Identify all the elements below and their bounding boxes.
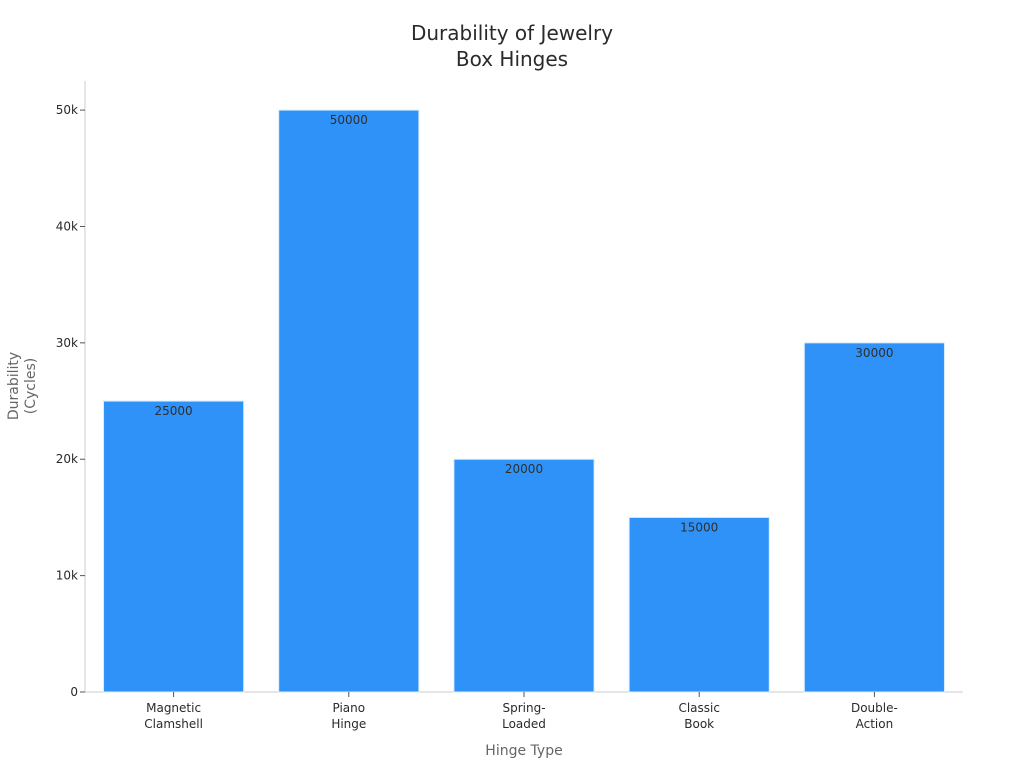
data-labels: 25000 50000 20000 15000 30000 <box>155 113 894 534</box>
x-tick-label: Spring-Loaded <box>502 701 546 731</box>
y-tick-label: 30k <box>56 336 78 350</box>
y-tick-label: 20k <box>56 452 78 466</box>
y-tick-label: 50k <box>56 103 78 117</box>
y-tick-label: 0 <box>70 685 78 699</box>
bar <box>103 400 245 693</box>
bar <box>628 516 770 693</box>
x-axis-title: Hinge Type <box>485 743 562 759</box>
bar-value-label: 20000 <box>505 462 543 476</box>
x-tick-label: Classic Book <box>678 701 720 731</box>
chart-title: Durability of Jewelry Box Hinges <box>411 21 613 71</box>
y-axis-title-group: Durability(Cycles) <box>6 352 39 420</box>
y-tick-label: 40k <box>56 219 78 233</box>
x-tick-label: Magnetic Clamshell <box>144 701 203 731</box>
bar-value-label: 30000 <box>855 346 893 360</box>
bar <box>803 342 945 693</box>
bar <box>278 109 420 693</box>
y-axis-title: Durability(Cycles) <box>6 352 39 420</box>
tick-labels: 0 10k 20k 30k 40k 50k Magnetic Clamshell Piano Hi… <box>56 103 898 731</box>
x-tick-label: Piano Hinge <box>331 701 366 731</box>
bar-value-label: 50000 <box>330 113 368 127</box>
bars <box>103 109 945 693</box>
bar <box>453 458 595 693</box>
x-tick-label: Double-Action <box>851 701 898 731</box>
bar-value-label: 15000 <box>680 520 718 534</box>
axis-titles: Hinge Type Durability(Cycles) <box>6 352 563 759</box>
chart-title-text: Durability of Jewelry Box Hinges <box>411 21 613 71</box>
bar-value-label: 25000 <box>155 404 193 418</box>
y-tick-label: 10k <box>56 569 78 583</box>
